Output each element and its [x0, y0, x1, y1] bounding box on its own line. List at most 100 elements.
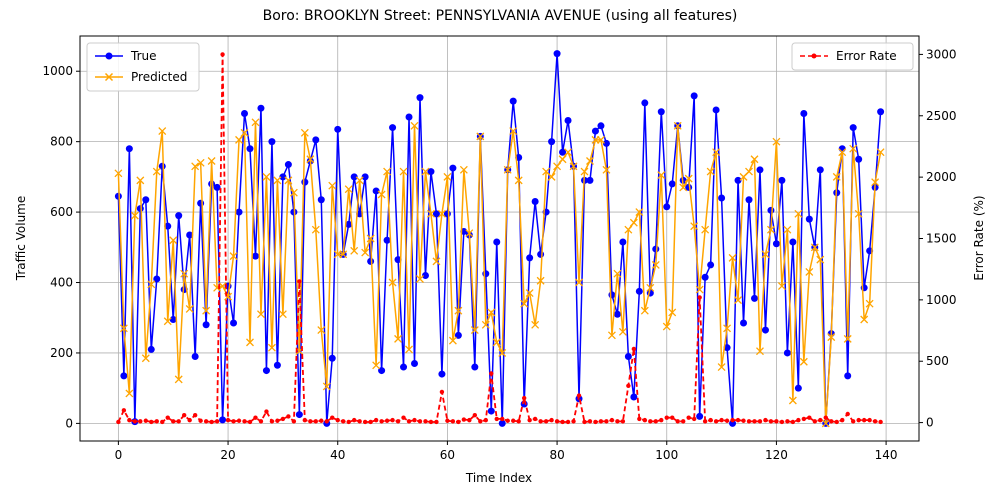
point-error	[423, 419, 428, 424]
point-true	[427, 168, 435, 176]
point-error	[571, 419, 576, 424]
point-true	[712, 106, 720, 114]
point-true	[789, 238, 797, 246]
point-true	[707, 261, 715, 269]
point-predicted	[267, 343, 276, 352]
x-tick-label: 120	[765, 448, 788, 462]
point-error	[505, 418, 510, 423]
point-true	[487, 407, 495, 415]
point-predicted	[257, 310, 265, 319]
point-error	[872, 419, 878, 424]
point-predicted	[838, 148, 847, 157]
point-error	[840, 417, 845, 423]
point-predicted	[525, 289, 534, 298]
point-error	[856, 417, 861, 423]
point-error	[565, 419, 571, 425]
point-error	[730, 417, 735, 423]
point-error	[313, 419, 318, 424]
point-error	[670, 415, 675, 420]
point-predicted	[728, 253, 737, 262]
point-predicted	[662, 322, 671, 331]
y2-tick-label: 2500	[926, 109, 957, 123]
point-predicted	[372, 361, 381, 370]
point-predicted	[355, 176, 364, 185]
point-predicted	[235, 135, 243, 144]
point-error	[521, 395, 527, 401]
series-points-error	[116, 52, 883, 425]
point-predicted	[761, 250, 770, 259]
point-error	[181, 413, 187, 418]
point-predicted	[629, 218, 638, 227]
point-true	[284, 161, 292, 169]
point-true	[411, 360, 419, 368]
x-tick-label: 40	[330, 448, 345, 462]
point-predicted	[558, 155, 567, 164]
point-error	[554, 419, 560, 424]
point-true	[816, 166, 824, 174]
y-tick-label: 200	[50, 346, 73, 360]
point-error	[686, 415, 691, 420]
point-true	[454, 331, 462, 339]
point-error	[483, 417, 488, 423]
point-true	[652, 245, 660, 253]
point-true	[125, 145, 133, 153]
point-error	[763, 417, 768, 423]
point-true	[295, 411, 303, 419]
point-predicted	[531, 320, 540, 329]
point-true	[175, 212, 183, 220]
point-error	[132, 419, 138, 424]
point-predicted	[158, 127, 167, 136]
point-predicted	[399, 167, 408, 176]
point-predicted	[860, 315, 869, 324]
point-true	[350, 173, 358, 181]
point-predicted	[712, 148, 721, 157]
point-error	[779, 419, 785, 425]
point-predicted	[690, 222, 699, 231]
point-true	[663, 203, 671, 211]
point-predicted	[152, 167, 161, 176]
point-error	[351, 417, 357, 423]
point-error	[220, 52, 225, 57]
point-error	[406, 419, 412, 424]
point-error	[637, 416, 642, 422]
point-true	[635, 287, 643, 295]
point-predicted	[843, 334, 852, 343]
x-axis-label: Time Index	[465, 471, 532, 485]
point-predicted	[284, 176, 293, 185]
point-error	[357, 419, 362, 424]
point-true	[498, 419, 506, 427]
point-predicted	[827, 333, 836, 342]
point-true	[586, 176, 594, 184]
point-predicted	[481, 320, 490, 329]
point-predicted	[756, 347, 764, 356]
y-tick-label: 1000	[42, 64, 73, 78]
point-predicted	[514, 176, 523, 185]
point-error	[198, 418, 203, 423]
point-true	[246, 145, 254, 153]
point-predicted	[602, 165, 611, 174]
point-true	[619, 238, 627, 246]
point-predicted	[564, 148, 573, 157]
point-predicted	[498, 348, 507, 357]
point-predicted	[657, 171, 666, 180]
point-true	[317, 196, 325, 204]
point-predicted	[130, 211, 139, 220]
point-error	[417, 419, 423, 424]
point-predicted	[470, 326, 479, 335]
point-predicted	[202, 306, 211, 315]
point-predicted	[240, 128, 249, 137]
point-error	[620, 419, 626, 424]
point-error	[724, 418, 730, 423]
point-error	[308, 419, 313, 424]
point-true	[120, 372, 128, 380]
point-error	[713, 419, 719, 424]
point-error	[653, 419, 658, 424]
point-true	[718, 194, 726, 202]
point-true	[268, 138, 276, 146]
point-error	[719, 417, 724, 423]
y2-tick-label: 1000	[926, 293, 957, 307]
point-predicted	[734, 296, 742, 305]
point-predicted	[443, 172, 452, 181]
point-predicted	[492, 338, 501, 347]
point-error	[116, 419, 121, 425]
